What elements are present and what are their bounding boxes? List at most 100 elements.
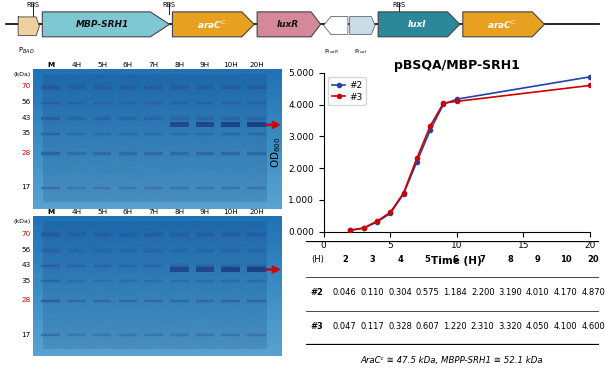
- Text: 4H: 4H: [71, 62, 82, 67]
- Bar: [67, 132, 86, 134]
- Text: 70: 70: [22, 231, 31, 237]
- Bar: [93, 265, 111, 267]
- Bar: [93, 280, 111, 282]
- #3: [373, 219, 381, 224]
- Text: 2.310: 2.310: [471, 322, 495, 331]
- Bar: [221, 102, 240, 104]
- Bar: [41, 86, 60, 88]
- Bar: [67, 333, 86, 335]
- Text: M: M: [47, 209, 54, 215]
- Bar: [67, 133, 86, 135]
- Text: M: M: [47, 62, 54, 67]
- Bar: [221, 86, 240, 88]
- Bar: [144, 103, 163, 106]
- Bar: [170, 248, 189, 250]
- Bar: [93, 84, 111, 87]
- Bar: [93, 334, 111, 336]
- Bar: [144, 132, 163, 134]
- Text: MBP-SRH1: MBP-SRH1: [76, 20, 129, 29]
- Bar: [170, 265, 189, 267]
- Bar: [144, 134, 163, 136]
- Bar: [247, 251, 266, 253]
- Bar: [247, 102, 266, 104]
- Bar: [41, 185, 60, 187]
- Bar: [170, 152, 189, 155]
- Bar: [144, 232, 163, 234]
- Bar: [41, 119, 60, 121]
- Bar: [119, 133, 137, 135]
- Bar: [247, 103, 266, 106]
- Text: 5H: 5H: [97, 62, 107, 67]
- Bar: [247, 336, 266, 337]
- Polygon shape: [18, 17, 39, 36]
- Polygon shape: [42, 12, 169, 37]
- Bar: [93, 103, 111, 106]
- Bar: [93, 298, 111, 301]
- Polygon shape: [350, 16, 375, 34]
- Bar: [221, 265, 240, 267]
- Bar: [247, 151, 266, 153]
- Bar: [67, 185, 86, 187]
- #2: [347, 228, 354, 232]
- Bar: [170, 103, 189, 106]
- Bar: [221, 88, 240, 90]
- #3: [440, 101, 447, 105]
- Bar: [170, 298, 189, 301]
- Bar: [221, 333, 240, 335]
- Bar: [170, 86, 189, 88]
- Bar: [144, 133, 163, 135]
- Bar: [170, 267, 189, 272]
- Text: 43: 43: [22, 262, 31, 268]
- Bar: [221, 336, 240, 337]
- Bar: [41, 84, 60, 87]
- Bar: [247, 248, 266, 250]
- Bar: [196, 118, 214, 120]
- Bar: [170, 333, 189, 335]
- Bar: [170, 84, 189, 87]
- Bar: [93, 267, 111, 269]
- Bar: [196, 250, 214, 252]
- Text: (kDa): (kDa): [13, 219, 31, 224]
- Text: luxI: luxI: [408, 20, 427, 29]
- Bar: [196, 282, 214, 283]
- Bar: [93, 336, 111, 337]
- #2: [453, 97, 460, 101]
- Bar: [144, 187, 163, 188]
- Bar: [144, 234, 163, 236]
- Bar: [196, 101, 214, 103]
- Bar: [144, 188, 163, 190]
- Text: (kDa): (kDa): [13, 72, 31, 77]
- Text: 6H: 6H: [123, 62, 133, 67]
- Bar: [41, 118, 60, 120]
- Bar: [221, 267, 240, 272]
- Text: 4H: 4H: [71, 209, 82, 215]
- Text: P$_{luxI}$: P$_{luxI}$: [354, 47, 367, 56]
- Bar: [221, 122, 240, 128]
- Bar: [41, 232, 60, 234]
- Bar: [221, 133, 240, 135]
- Bar: [221, 84, 240, 87]
- Text: RBS: RBS: [27, 2, 40, 8]
- Bar: [196, 84, 214, 87]
- Bar: [93, 248, 111, 250]
- Bar: [196, 88, 214, 90]
- Text: araC$^C$: araC$^C$: [197, 18, 227, 31]
- Bar: [144, 282, 163, 283]
- Bar: [119, 298, 137, 301]
- Bar: [247, 280, 266, 282]
- Bar: [119, 265, 137, 267]
- Bar: [119, 336, 137, 337]
- Bar: [247, 232, 266, 234]
- Bar: [247, 267, 266, 272]
- Bar: [247, 267, 266, 269]
- Bar: [170, 101, 189, 103]
- Bar: [196, 280, 214, 282]
- Bar: [119, 102, 137, 104]
- Bar: [196, 300, 214, 302]
- Bar: [247, 333, 266, 335]
- Bar: [119, 88, 137, 90]
- Bar: [93, 133, 111, 135]
- Bar: [247, 298, 266, 301]
- Bar: [93, 152, 111, 155]
- Text: 8H: 8H: [174, 209, 185, 215]
